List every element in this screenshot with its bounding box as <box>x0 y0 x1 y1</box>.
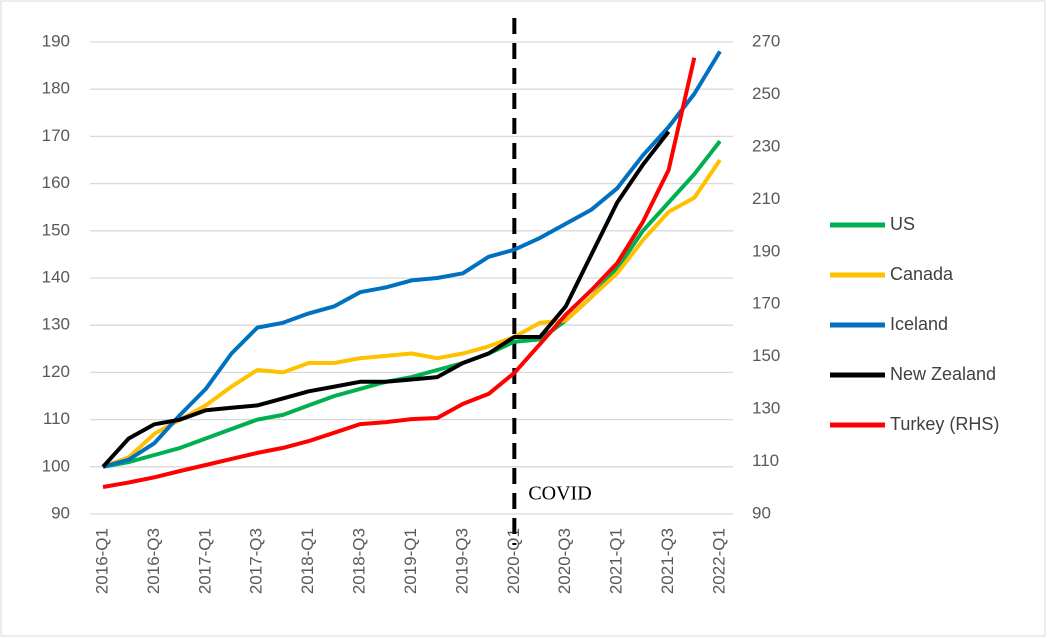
y-tick-label: 130 <box>42 315 70 334</box>
x-tick-label: 2016-Q1 <box>92 528 111 594</box>
annotation: COVID <box>528 483 591 505</box>
y2-tick-label: 250 <box>752 84 780 103</box>
series-line <box>102 57 697 489</box>
x-tick-label: 2017-Q3 <box>247 528 266 594</box>
x-tick-label: 2022-Q1 <box>709 528 728 594</box>
y-tick-label: 150 <box>42 220 70 239</box>
x-tick-label: 2018-Q3 <box>350 528 369 594</box>
legend-label: New Zealand <box>890 364 996 384</box>
x-tick-label: 2017-Q1 <box>195 528 214 594</box>
legend-label: US <box>890 214 915 234</box>
y2-tick-label: 150 <box>752 346 780 365</box>
y-tick-label: 180 <box>42 79 70 98</box>
y2-tick-label: 230 <box>752 136 780 155</box>
y2-tick-label: 170 <box>752 294 780 313</box>
y2-tick-label: 90 <box>752 503 771 522</box>
y-tick-label: 140 <box>42 267 70 286</box>
y2-tick-label: 130 <box>752 399 780 418</box>
y-tick-label: 170 <box>42 126 70 145</box>
y2-tick-label: 210 <box>752 189 780 208</box>
series-line <box>102 158 722 469</box>
x-tick-label: 2018-Q1 <box>298 528 317 594</box>
x-tick-label: 2019-Q3 <box>452 528 471 594</box>
legend-label: Iceland <box>890 314 948 334</box>
y-tick-label: 100 <box>42 456 70 475</box>
x-tick-label: 2021-Q1 <box>607 528 626 594</box>
series-line <box>102 50 722 469</box>
y2-tick-label: 270 <box>752 31 780 50</box>
y-tick-label: 190 <box>42 31 70 50</box>
x-tick-label: 2020-Q1 <box>504 528 523 594</box>
series-line <box>101 130 671 469</box>
legend-label: Turkey (RHS) <box>890 414 999 434</box>
y-tick-label: 160 <box>42 173 70 192</box>
y-tick-label: 120 <box>42 362 70 381</box>
x-tick-label: 2020-Q3 <box>555 528 574 594</box>
annotation-bg <box>522 482 663 508</box>
y2-tick-label: 110 <box>752 451 779 470</box>
legend-label: Canada <box>890 264 954 284</box>
x-tick-label: 2021-Q3 <box>658 528 677 594</box>
x-tick-label: 2019-Q1 <box>401 528 420 594</box>
y-tick-label: 90 <box>51 503 70 522</box>
series-line <box>102 139 722 469</box>
y2-tick-label: 190 <box>752 241 780 260</box>
x-tick-label: 2016-Q3 <box>144 528 163 594</box>
y-tick-label: 110 <box>43 409 70 428</box>
